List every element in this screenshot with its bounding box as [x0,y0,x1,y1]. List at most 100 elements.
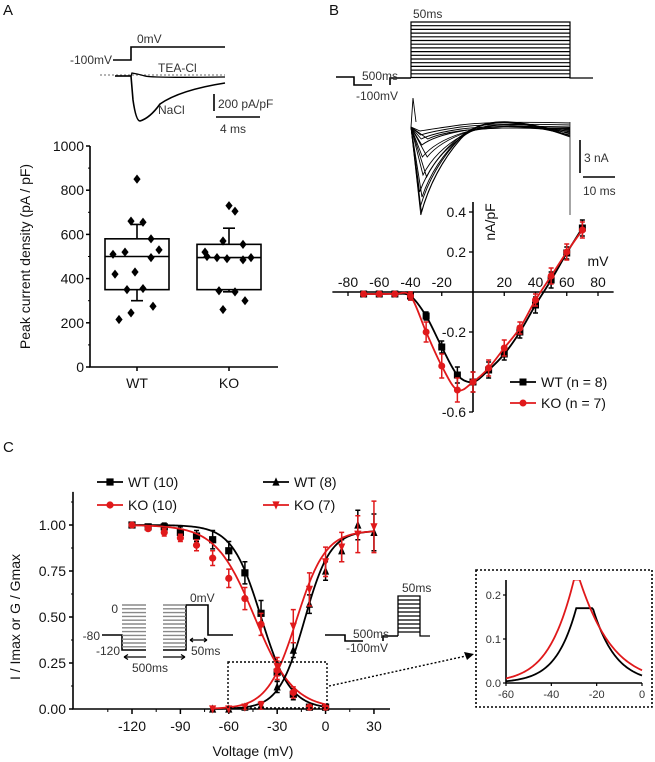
circle-marker [106,501,114,509]
panel-b-current-traces: 3 nA 10 ms [410,97,616,216]
panel-label-c: C [3,439,14,456]
circle-marker [144,525,152,533]
diamond-marker [131,267,139,277]
triangle-down-marker [272,501,280,510]
legend-item: KO (7) [263,497,335,513]
diamond-marker [231,287,239,297]
protocol-500ms-label: 500ms [132,661,168,675]
axes [72,491,390,710]
activation-inactivation-plot: 0.00 0.25 0.50 0.75 1.00 -120 -90 -60 -30 0 30 Volt… [7,474,390,759]
diamond-marker [219,304,227,315]
current-trace [410,121,571,132]
panel-b-voltage-protocol: 500ms -100mV 50ms [336,7,593,103]
circle-marker [407,292,414,300]
circle-marker [257,620,265,628]
y-tick-label: 0 [76,359,84,375]
triangle-down-marker [354,530,362,539]
circle-marker [500,344,508,352]
legend-label: WT (n = 8) [541,374,607,390]
y-tick-label: 0.00 [39,701,66,717]
current-trace [410,126,571,158]
panel-label-a: A [3,2,13,19]
protocol-step-label: 50ms [413,7,442,21]
triangle-down-marker [321,558,330,567]
inactivation-protocol-diagram: 0 -80 -120 0mV 500ms 50ms [83,591,233,675]
diamond-marker [121,247,129,257]
x-tick-label: -60 [219,718,239,734]
legend-label: KO (7) [294,497,335,513]
protocol-step-label: 0mV [190,591,215,605]
circle-marker [176,534,184,542]
y-tick-label: 0.50 [39,609,66,625]
x-tick-label: -40 [400,274,420,290]
diamond-marker [147,253,155,263]
current-trace [410,121,571,213]
x-tick-label: 20 [496,274,512,290]
current-trace [410,122,571,198]
x-tick-label: 0 [639,689,645,701]
square-marker [519,378,527,386]
y-axis-label: nA/pF [482,203,498,240]
circle-marker [305,703,314,711]
protocol-pre-label: 500ms [362,69,398,83]
circle-marker [578,226,586,234]
diamond-marker [241,296,249,306]
y-tick-label: 800 [61,182,85,198]
square-marker [176,528,184,536]
conditioning-step-family [122,604,186,648]
circle-marker [532,296,539,304]
protocol-0-label: 0 [111,602,118,616]
y-tick-label: 0.2 [486,590,501,602]
scale-bar [213,94,260,118]
diamond-marker [155,245,163,255]
y-tick-label: -0.2 [442,324,466,340]
y-axis-label: I / Imax or G / Gmax [7,554,23,680]
circle-marker [547,272,555,280]
scale-bar [579,140,615,178]
diamond-marker [203,251,211,262]
legend-label: WT (10) [128,474,178,490]
scale-y-label: 200 pA/pF [218,97,273,111]
legend-label: KO (n = 7) [541,395,606,411]
whiskers [131,223,143,302]
circle-marker [469,378,477,386]
triangle-down-marker [370,523,378,532]
circle-marker [516,324,524,332]
square-marker [225,547,233,555]
circle-marker [485,364,493,372]
triangle-up-marker [272,477,280,486]
circle-marker [563,248,571,256]
legend-item: WT (8) [263,474,337,490]
voltage-step-family [410,21,593,79]
current-trace [410,126,571,140]
legend-item: KO (10) [97,497,177,513]
y-tick-label: 0.4 [447,204,467,220]
whiskers [223,227,235,293]
axes [505,580,642,684]
diamond-marker [127,308,135,318]
protocol-hold-label: -100mV [70,53,112,67]
window-current-inset: 0.0 0.1 0.2 -60 -40 -20 0 [486,580,645,701]
diamond-marker [123,285,131,295]
zoom-region-box [227,661,328,709]
box-plot-peak-current-density: 0 200 400 600 800 1000 Peak current density (p… [17,138,278,391]
legend-item: WT (10) [97,474,178,490]
circle-marker [160,528,168,536]
x-axis-label: mV [588,253,610,269]
current-trace [410,122,571,208]
y-tick-label: 0.0 [486,678,501,690]
x-tick-label: -120 [118,718,146,734]
circle-marker [422,328,430,336]
triangle-down-marker [257,701,265,710]
x-tick-label: -20 [432,274,452,290]
x-tick-label: -80 [338,274,358,290]
x-tick-label: KO [219,375,239,391]
diamond-marker [127,216,135,226]
circle-marker [453,386,461,394]
capacitive-transient [410,97,417,128]
x-tick-label: 30 [366,718,382,734]
inset-curves [506,580,643,683]
protocol-hold-label: -100mV [346,641,388,655]
y-tick-label: 1.00 [39,517,66,533]
x-tick-label: -40 [543,689,559,701]
